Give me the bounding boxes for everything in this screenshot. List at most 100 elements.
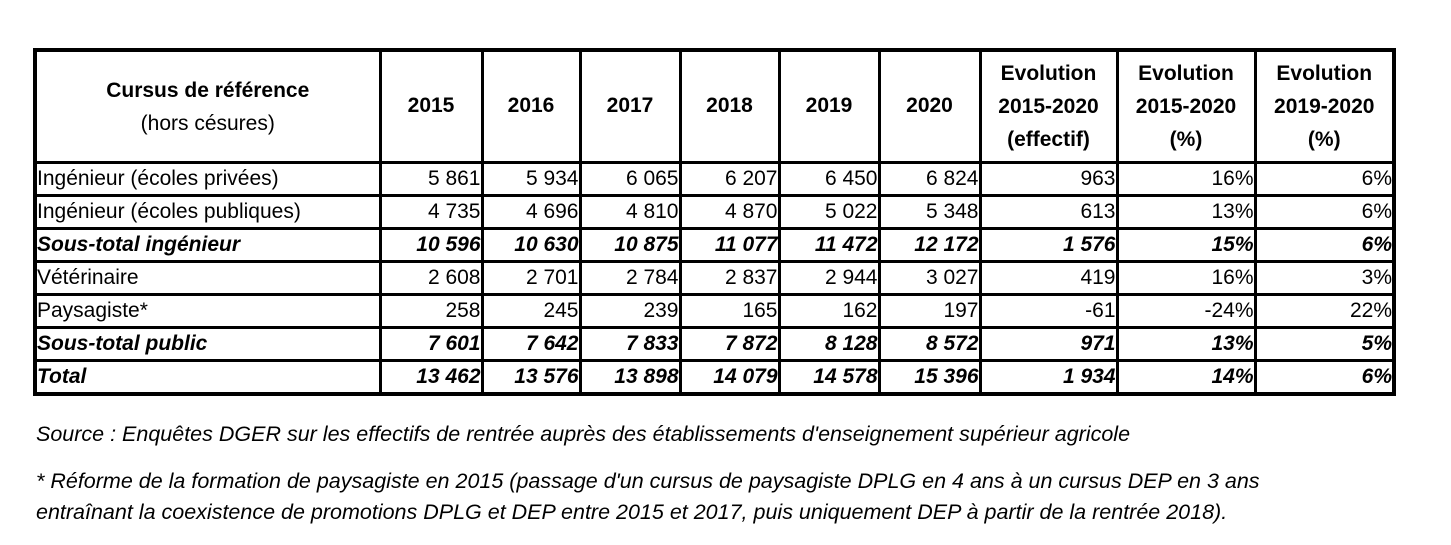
cell-value: 11 077 bbox=[678, 227, 781, 263]
cell-value: 14 578 bbox=[777, 359, 881, 395]
cell-value: 15 396 bbox=[877, 359, 982, 395]
cell-value: 4 810 bbox=[578, 194, 682, 230]
cell-value: 7 642 bbox=[480, 326, 582, 362]
cell-value: 8 128 bbox=[777, 326, 881, 362]
cell-value: 5 022 bbox=[777, 194, 881, 230]
header-evolution-pct2-l3: (%) bbox=[1307, 128, 1341, 151]
header-year-2018: 2018 bbox=[678, 48, 781, 164]
cell-value: 7 601 bbox=[378, 326, 484, 362]
cell-value: 6 065 bbox=[578, 161, 682, 197]
cell-value: 8 572 bbox=[877, 326, 982, 362]
cell-value: 258 bbox=[378, 293, 484, 329]
cell-value: 6% bbox=[1253, 194, 1396, 230]
header-evolution-pct1-l2: 2015-2020 bbox=[1135, 95, 1237, 118]
row-label: Ingénieur (écoles publiques) bbox=[33, 194, 382, 230]
cell-value: 239 bbox=[578, 293, 682, 329]
cell-value: 16% bbox=[1115, 161, 1257, 197]
cell-value: 10 596 bbox=[378, 227, 484, 263]
cell-value: -61 bbox=[978, 293, 1119, 329]
enrollment-table: Cursus de référence (hors césures) 2015 … bbox=[33, 48, 1396, 396]
cell-value: 7 872 bbox=[678, 326, 781, 362]
cell-value: 13 462 bbox=[378, 359, 484, 395]
header-year-2020: 2020 bbox=[877, 48, 982, 164]
header-cursus-subtitle: (hors césures) bbox=[140, 111, 275, 135]
cell-value: 4 696 bbox=[480, 194, 582, 230]
cell-value: 1 576 bbox=[978, 227, 1119, 263]
cell-value: 6% bbox=[1253, 359, 1396, 395]
cell-value: 963 bbox=[978, 161, 1119, 197]
table-row-veterinaire: Vétérinaire 2 608 2 701 2 784 2 837 2 94… bbox=[33, 260, 1396, 296]
cell-value: 971 bbox=[978, 326, 1119, 362]
cell-value: 3% bbox=[1253, 260, 1396, 296]
cell-value: 613 bbox=[978, 194, 1119, 230]
footnote-line-1: * Réforme de la formation de paysagiste … bbox=[36, 469, 1260, 493]
row-label: Sous-total public bbox=[33, 326, 382, 362]
cell-value: 1 934 bbox=[978, 359, 1119, 395]
cell-value: 11 472 bbox=[777, 227, 881, 263]
cell-value: 2 837 bbox=[678, 260, 781, 296]
header-cursus: Cursus de référence (hors césures) bbox=[33, 48, 382, 164]
cell-value: 5% bbox=[1253, 326, 1396, 362]
cell-value: 13 898 bbox=[578, 359, 682, 395]
table-header: Cursus de référence (hors césures) 2015 … bbox=[33, 48, 1396, 164]
row-label: Vétérinaire bbox=[33, 260, 382, 296]
row-label: Ingénieur (écoles privées) bbox=[33, 161, 382, 197]
header-row: Cursus de référence (hors césures) 2015 … bbox=[33, 48, 1396, 164]
table-row-soustotal-public: Sous-total public 7 601 7 642 7 833 7 87… bbox=[33, 326, 1396, 362]
header-evolution-pct2-l2: 2019-2020 bbox=[1274, 95, 1375, 118]
cell-value: 2 784 bbox=[578, 260, 682, 296]
cell-value: 13% bbox=[1115, 326, 1257, 362]
cell-value: 22% bbox=[1253, 293, 1396, 329]
cell-value: 16% bbox=[1115, 260, 1257, 296]
cell-value: 2 944 bbox=[777, 260, 881, 296]
header-evolution-effectif-l3: (effectif) bbox=[1007, 128, 1090, 151]
cell-value: 4 870 bbox=[678, 194, 781, 230]
cell-value: 197 bbox=[877, 293, 982, 329]
header-evolution-pct-2019-2020: Evolution 2019-2020 (%) bbox=[1253, 48, 1396, 164]
cell-value: 6% bbox=[1253, 227, 1396, 263]
cell-value: 14% bbox=[1115, 359, 1257, 395]
cell-value: 10 875 bbox=[578, 227, 682, 263]
cell-value: 5 348 bbox=[877, 194, 982, 230]
cell-value: 2 701 bbox=[480, 260, 582, 296]
cell-value: 14 079 bbox=[678, 359, 781, 395]
cell-value: 3 027 bbox=[877, 260, 982, 296]
cell-value: 5 934 bbox=[480, 161, 582, 197]
cell-value: 13% bbox=[1115, 194, 1257, 230]
cell-value: 5 861 bbox=[378, 161, 484, 197]
source-note: Source : Enquêtes DGER sur les effectifs… bbox=[36, 422, 1131, 446]
header-year-2017: 2017 bbox=[578, 48, 682, 164]
cell-value: 6% bbox=[1253, 161, 1396, 197]
cell-value: 2 608 bbox=[378, 260, 484, 296]
header-evolution-pct1-l3: (%) bbox=[1169, 128, 1203, 151]
cell-value: 15% bbox=[1115, 227, 1257, 263]
cell-value: 6 824 bbox=[877, 161, 982, 197]
enrollment-table-container: Cursus de référence (hors césures) 2015 … bbox=[33, 48, 1396, 396]
cell-value: 7 833 bbox=[578, 326, 682, 362]
header-evolution-effectif-l1: Evolution bbox=[1000, 62, 1097, 85]
notes-area: Source : Enquêtes DGER sur les effectifs… bbox=[36, 420, 1426, 528]
table-body: Ingénieur (écoles privées) 5 861 5 934 6… bbox=[33, 161, 1396, 395]
cell-value: 6 207 bbox=[678, 161, 781, 197]
header-cursus-title: Cursus de référence bbox=[106, 78, 310, 102]
row-label: Total bbox=[33, 359, 382, 395]
cell-value: 10 630 bbox=[480, 227, 582, 263]
header-evolution-effectif-l2: 2015-2020 bbox=[998, 95, 1099, 118]
header-year-2016: 2016 bbox=[480, 48, 582, 164]
header-evolution-pct2-l1: Evolution bbox=[1276, 62, 1373, 85]
table-row-total: Total 13 462 13 576 13 898 14 079 14 578… bbox=[33, 359, 1396, 395]
cell-value: 245 bbox=[480, 293, 582, 329]
cell-value: 162 bbox=[777, 293, 881, 329]
table-row-soustotal-ingenieur: Sous-total ingénieur 10 596 10 630 10 87… bbox=[33, 227, 1396, 263]
footnote-line-2: entraînant la coexistence de promotions … bbox=[36, 500, 1228, 524]
table-row-paysagiste: Paysagiste* 258 245 239 165 162 197 -61 … bbox=[33, 293, 1396, 329]
cell-value: 6 450 bbox=[777, 161, 881, 197]
header-year-2015: 2015 bbox=[378, 48, 484, 164]
cell-value: 4 735 bbox=[378, 194, 484, 230]
row-label: Paysagiste* bbox=[33, 293, 382, 329]
table-row-ingenieur-prive: Ingénieur (écoles privées) 5 861 5 934 6… bbox=[33, 161, 1396, 197]
cell-value: -24% bbox=[1115, 293, 1257, 329]
cell-value: 13 576 bbox=[480, 359, 582, 395]
row-label: Sous-total ingénieur bbox=[33, 227, 382, 263]
